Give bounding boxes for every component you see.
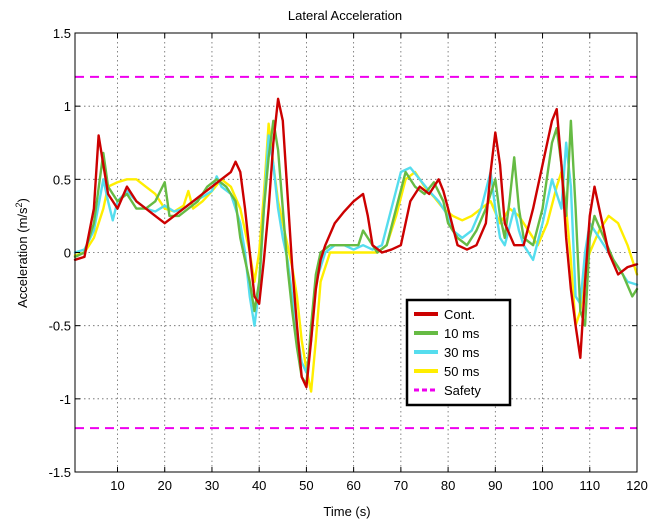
y-axis-label-main: Acceleration (m/s [15,207,30,308]
ticks: 10 20 30 40 50 60 70 80 90 100 110 120 -1.5 -1 -0.5 0 0.… [49,26,648,493]
y-axis-label-end: ) [15,198,30,202]
legend-label: Safety [444,383,481,398]
x-tick-label: 30 [205,478,219,493]
x-tick-label: 110 [579,478,600,493]
y-tick-label: 1 [64,99,71,114]
y-tick-label: 0.5 [53,172,71,187]
y-axis-label: Acceleration (m/s2) [14,198,30,308]
legend: Cont. 10 ms 30 ms 50 ms Safety [405,298,512,407]
y-tick-label: 0 [64,246,71,261]
x-tick-label: 10 [110,478,124,493]
x-tick-label: 70 [394,478,408,493]
y-axis-label-superscript: 2 [14,202,24,207]
y-tick-label: -0.5 [49,319,71,334]
x-tick-label: 100 [532,478,554,493]
series-group [73,75,639,430]
x-tick-label: 80 [441,478,455,493]
y-tick-label: -1.5 [49,465,71,480]
x-tick-label: 90 [488,478,502,493]
chart-title: Lateral Acceleration [288,8,402,23]
x-tick-label: 60 [346,478,360,493]
legend-label: 30 ms [444,345,480,360]
legend-label: 10 ms [444,326,480,341]
legend-label: Cont. [444,307,475,322]
series-line-0 [73,97,639,389]
x-tick-label: 120 [626,478,648,493]
legend-label: 50 ms [444,364,480,379]
series-line-1 [73,119,639,386]
y-tick-label: -1 [59,392,71,407]
x-tick-label: 50 [299,478,313,493]
x-tick-label: 40 [252,478,266,493]
x-tick-label: 20 [157,478,171,493]
y-tick-label: 1.5 [53,26,71,41]
x-axis-label: Time (s) [323,504,370,519]
